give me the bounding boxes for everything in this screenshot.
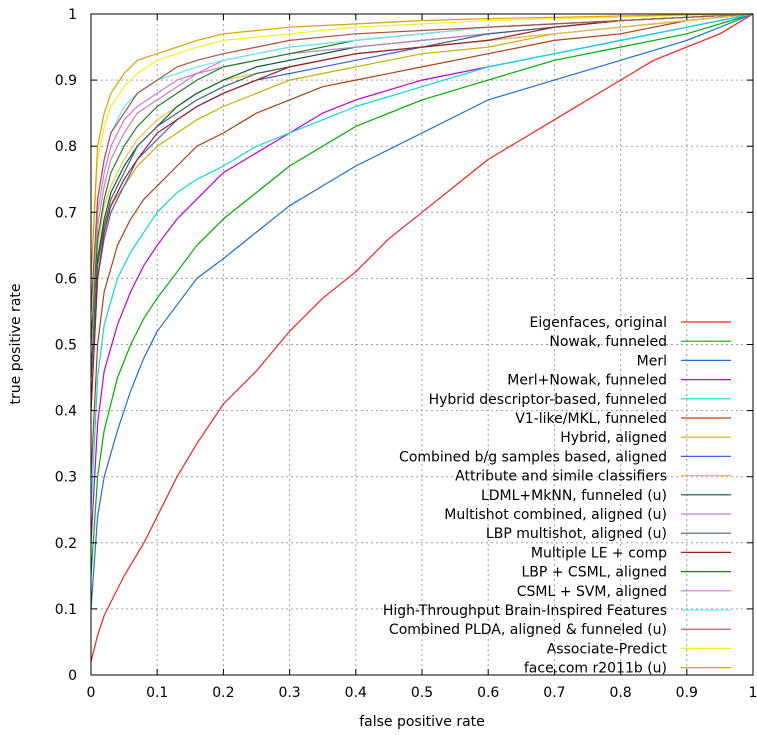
legend-label: Combined b/g samples based, aligned (399, 449, 667, 465)
legend-label: Nowak, funneled (549, 334, 667, 350)
legend-label: V1-like/MKL, funneled (515, 411, 667, 427)
legend-label: Hybrid descriptor-based, funneled (429, 392, 667, 408)
y-tick-label: 0.1 (55, 602, 77, 618)
y-tick-label: 1 (68, 7, 77, 23)
series-line (90, 13, 754, 477)
legend-label: Eigenfaces, original (530, 315, 667, 331)
series-line (90, 13, 754, 312)
x-tick-label: 0.3 (278, 685, 300, 701)
x-tick-label: 0 (87, 685, 96, 701)
legend-label: Merl (637, 353, 667, 369)
legend-label: LBP + CSML, aligned (521, 565, 667, 581)
x-axis-label: false positive rate (359, 714, 485, 730)
y-tick-label: 0.8 (55, 139, 77, 155)
series-line (90, 13, 754, 312)
x-tick-label: 0.7 (543, 685, 565, 701)
legend-label: face.com r2011b (u) (524, 661, 667, 677)
y-axis-label: true positive rate (8, 284, 24, 405)
legend-label: Merl+Nowak, funneled (507, 373, 667, 389)
x-tick-label: 0.1 (146, 685, 168, 701)
series-line (90, 13, 754, 609)
legend-label: LDML+MkNN, funneled (u) (481, 488, 667, 504)
y-tick-label: 0.5 (55, 338, 77, 354)
series-lines (90, 13, 754, 662)
x-tick-label: 1 (749, 685, 757, 701)
x-tick-label: 0.8 (609, 685, 631, 701)
x-tick-label: 0.4 (345, 685, 367, 701)
y-tick-label: 0.6 (55, 271, 77, 287)
y-tick-label: 0.7 (55, 205, 77, 221)
series-line (90, 13, 754, 411)
legend-label: Multishot combined, aligned (u) (444, 507, 667, 523)
legend: Eigenfaces, original Nowak, funneled Merl M… (383, 315, 731, 677)
legend-label: Combined PLDA, aligned & funneled (u) (389, 622, 667, 638)
series-line (90, 13, 754, 510)
series-line (90, 13, 754, 576)
x-tick-label: 0.9 (676, 685, 698, 701)
x-tick-label: 0.5 (411, 685, 433, 701)
series-line (90, 13, 754, 662)
legend-label: High-Throughput Brain-Inspired Features (383, 603, 667, 619)
legend-label: Multiple LE + comp (531, 545, 667, 561)
legend-label: Associate-Predict (547, 641, 668, 657)
legend-label: LBP multishot, aligned (u) (486, 526, 667, 542)
legend-label: Attribute and simile classifiers (455, 469, 667, 485)
y-tick-label: 0 (68, 668, 77, 684)
legend-label: CSML + SVM, aligned (517, 584, 667, 600)
series-line (90, 13, 754, 312)
x-tick-label: 0.2 (212, 685, 234, 701)
y-tick-label: 0.3 (55, 470, 77, 486)
y-tick-label: 0.2 (55, 536, 77, 552)
axis-ticks: 0 0.1 0.2 0.3 0.4 0.5 0.6 0.7 0.8 0.9 1 0 0.1 0.2 0.3 0… (55, 7, 757, 701)
legend-label: Hybrid, aligned (560, 430, 667, 446)
y-tick-label: 0.9 (55, 73, 77, 89)
y-tick-label: 0.4 (55, 404, 77, 420)
x-tick-label: 0.6 (477, 685, 499, 701)
